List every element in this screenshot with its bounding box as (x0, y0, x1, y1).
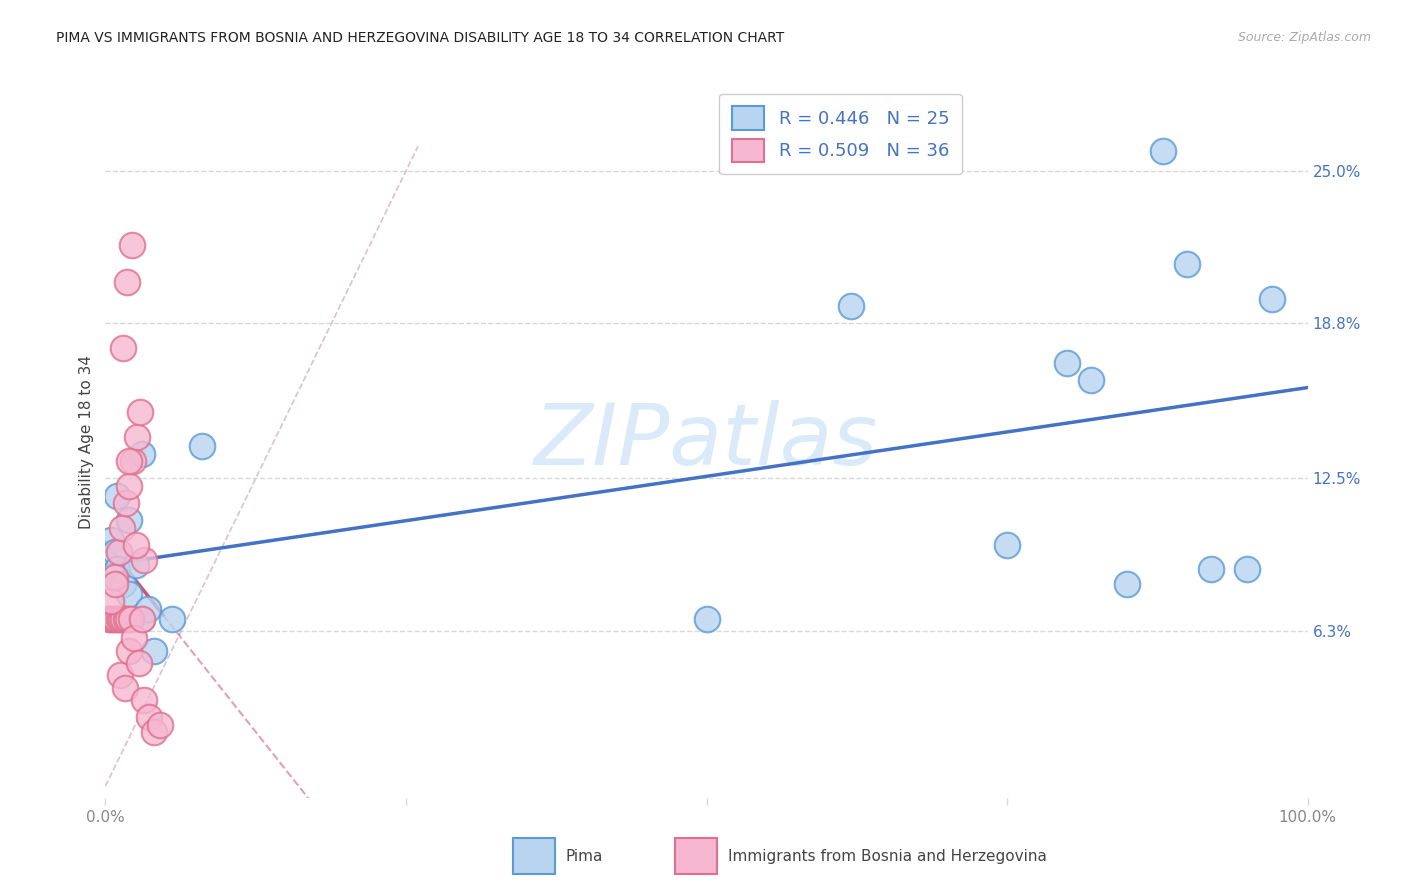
Point (1152, 144, 1174, 158)
Point (131, 612, 153, 626)
Point (115, 612, 138, 626)
Point (995, 538, 1018, 552)
Point (115, 496, 138, 510)
Point (125, 429, 148, 443)
Point (132, 552, 155, 566)
Text: ZIPatlas: ZIPatlas (534, 400, 879, 483)
Point (118, 454, 141, 468)
Point (100, 594, 122, 608)
Point (105, 612, 128, 626)
Point (120, 612, 142, 626)
Point (115, 275, 138, 289)
Y-axis label: Disability Age 18 to 34: Disability Age 18 to 34 (79, 354, 94, 529)
Point (104, 545, 127, 559)
Point (148, 717, 170, 731)
Point (142, 643, 165, 657)
Point (124, 558, 146, 572)
Point (100, 533, 122, 547)
Point (117, 612, 139, 626)
Point (142, 725, 165, 739)
Text: Source: ZipAtlas.com: Source: ZipAtlas.com (1237, 31, 1371, 45)
Point (114, 681, 136, 695)
Point (1056, 356, 1078, 370)
Point (1260, 292, 1282, 306)
Point (112, 612, 135, 626)
Text: Immigrants from Bosnia and Herzegovina: Immigrants from Bosnia and Herzegovina (728, 849, 1047, 863)
Point (118, 479, 141, 493)
FancyBboxPatch shape (513, 838, 555, 874)
FancyBboxPatch shape (675, 838, 717, 874)
Point (110, 612, 132, 626)
Point (131, 447, 153, 461)
Point (118, 587, 141, 601)
Point (100, 612, 122, 626)
Point (107, 612, 129, 626)
Point (1080, 373, 1102, 387)
Point (1116, 577, 1139, 591)
Point (112, 577, 135, 591)
Point (128, 656, 150, 670)
Point (104, 577, 127, 591)
Point (124, 538, 146, 552)
Point (103, 612, 125, 626)
Point (118, 643, 141, 657)
Point (160, 612, 183, 626)
Point (839, 299, 862, 313)
Point (138, 710, 160, 724)
Point (122, 454, 145, 468)
Point (107, 489, 129, 503)
Legend: R = 0.446   N = 25, R = 0.509   N = 36: R = 0.446 N = 25, R = 0.509 N = 36 (718, 94, 962, 175)
Text: PIMA VS IMMIGRANTS FROM BOSNIA AND HERZEGOVINA DISABILITY AGE 18 TO 34 CORRELATI: PIMA VS IMMIGRANTS FROM BOSNIA AND HERZE… (56, 31, 785, 45)
Point (696, 612, 718, 626)
Point (111, 521, 134, 535)
Text: Pima: Pima (565, 849, 603, 863)
Point (98, 612, 121, 626)
Point (107, 545, 129, 559)
Point (1201, 562, 1223, 576)
Point (118, 513, 141, 527)
Point (107, 562, 129, 576)
Point (131, 612, 153, 626)
Point (190, 440, 212, 454)
Point (104, 570, 127, 584)
Point (124, 632, 146, 646)
Point (132, 693, 155, 707)
Point (1175, 257, 1198, 271)
Point (1236, 562, 1258, 576)
Point (136, 602, 159, 616)
Point (112, 341, 135, 355)
Point (129, 405, 152, 419)
Point (121, 237, 143, 252)
Point (108, 668, 131, 682)
